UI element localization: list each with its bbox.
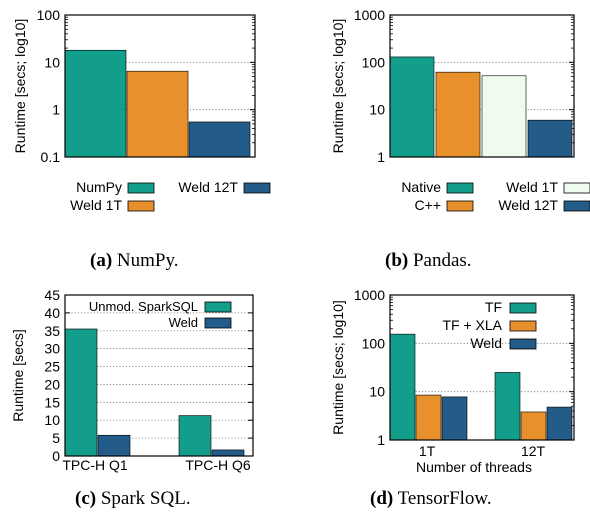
bar-b-c-: [435, 71, 481, 158]
bar-a-weld-1t: [126, 70, 189, 158]
caption-d-label: (d): [370, 488, 394, 509]
ytick-label-d-3: 1000: [354, 287, 385, 303]
legend-label-a-0: NumPy: [76, 179, 122, 195]
legend-swatch-b-1: [446, 200, 474, 212]
ytick-label-d-1: 10: [369, 384, 385, 400]
caption-d: (d) TensorFlow.: [370, 488, 492, 510]
caption-a-label: (a): [90, 250, 113, 271]
ytick-label-c-7: 35: [44, 323, 60, 339]
legend-label-a-1: Weld 1T: [70, 197, 122, 213]
bar-d-1-0: [494, 372, 521, 441]
bar-c-0-1: [97, 434, 131, 457]
x-tick-label-c-1: TPC-H Q6: [185, 457, 251, 473]
ytick-label-c-8: 40: [44, 305, 60, 321]
caption-c-label: (c): [75, 488, 97, 509]
ytick-label-c-3: 15: [44, 394, 60, 410]
legend-label-b-1: C++: [415, 197, 441, 213]
x-tick-label-d-0: 1T: [419, 443, 436, 459]
x-tick-label-d-1: 12T: [521, 443, 546, 459]
legend-swatch-d-1: [509, 320, 537, 332]
legend-label-c-0: Unmod. SparkSQL: [89, 299, 198, 314]
caption-c-text: Spark SQL.: [100, 488, 191, 509]
y-axis-label-d: Runtime [secs; log10]: [330, 300, 346, 435]
ytick-label-a-2: 10: [44, 54, 60, 70]
ytick-label-d-0: 1: [377, 432, 385, 448]
caption-b-text: Pandas.: [412, 250, 472, 271]
ytick-label-b-0: 1: [377, 149, 385, 165]
bar-c-0-0: [64, 328, 98, 457]
ytick-label-c-9: 45: [44, 287, 60, 303]
legend-label-b-2: Weld 1T: [506, 179, 558, 195]
ytick-label-d-2: 100: [362, 335, 386, 351]
legend-label-b-0: Native: [401, 179, 441, 195]
caption-a: (a) NumPy.: [90, 250, 179, 272]
y-axis-label-a: Runtime [secs; log10]: [12, 19, 28, 154]
x-tick-label-c-0: TPC-H Q1: [62, 457, 128, 473]
plot-frame-a: [64, 14, 256, 158]
legend-label-d-1: TF + XLA: [442, 317, 502, 333]
ytick-label-c-5: 25: [44, 359, 60, 375]
legend-swatch-a-2: [243, 182, 271, 194]
plot-frame-c: [64, 294, 254, 457]
ytick-label-a-1: 1: [52, 102, 60, 118]
caption-d-text: TensorFlow.: [397, 488, 492, 509]
ytick-label-b-1: 10: [369, 102, 385, 118]
bar-d-1-1: [520, 411, 547, 441]
bar-b-weld-12t: [527, 119, 573, 158]
bar-c-1-1: [211, 449, 245, 457]
ytick-label-c-4: 20: [44, 376, 60, 392]
bar-a-weld-12t: [188, 121, 251, 158]
ytick-label-c-0: 0: [52, 448, 60, 464]
ytick-label-c-2: 10: [44, 412, 60, 428]
y-axis-label-b: Runtime [secs; log10]: [330, 19, 346, 154]
legend-swatch-a-0: [127, 182, 155, 194]
plot-frame-b: [389, 14, 575, 158]
caption-a-text: NumPy.: [116, 250, 179, 271]
bar-a-numpy: [64, 49, 127, 158]
bar-d-0-2: [441, 396, 468, 441]
legend-label-a-2: Weld 12T: [178, 179, 238, 195]
legend-swatch-c-1: [204, 317, 232, 329]
legend-swatch-a-1: [127, 200, 155, 212]
y-axis-label-c: Runtime [secs]: [10, 329, 26, 422]
legend-label-b-3: Weld 12T: [498, 197, 558, 213]
ytick-label-a-3: 100: [37, 7, 61, 23]
legend-swatch-b-3: [563, 200, 590, 212]
bar-d-0-0: [389, 333, 416, 441]
caption-b-label: (b): [385, 250, 409, 271]
ytick-label-b-3: 1000: [354, 7, 385, 23]
bar-b-native: [389, 56, 435, 158]
legend-swatch-d-2: [509, 338, 537, 350]
ytick-label-c-6: 30: [44, 341, 60, 357]
legend-label-d-0: TF: [485, 299, 502, 315]
caption-b: (b) Pandas.: [385, 250, 472, 272]
legend-swatch-b-0: [446, 182, 474, 194]
caption-c: (c) Spark SQL.: [75, 488, 191, 510]
bar-b-weld-1t: [481, 75, 527, 158]
legend-swatch-c-0: [204, 301, 232, 313]
bar-d-1-2: [546, 406, 573, 441]
legend-label-d-2: Weld: [470, 335, 502, 351]
bar-c-1-0: [178, 415, 212, 457]
x-axis-label-d: Number of threads: [416, 459, 532, 475]
ytick-label-b-2: 100: [362, 54, 386, 70]
legend-swatch-b-2: [563, 182, 590, 194]
legend-swatch-d-0: [509, 302, 537, 314]
ytick-label-a-0: 0.1: [41, 149, 61, 165]
bar-d-0-1: [415, 394, 442, 441]
ytick-label-c-1: 5: [52, 430, 60, 446]
plot-frame-d: [389, 294, 575, 441]
legend-label-c-1: Weld: [169, 315, 198, 330]
